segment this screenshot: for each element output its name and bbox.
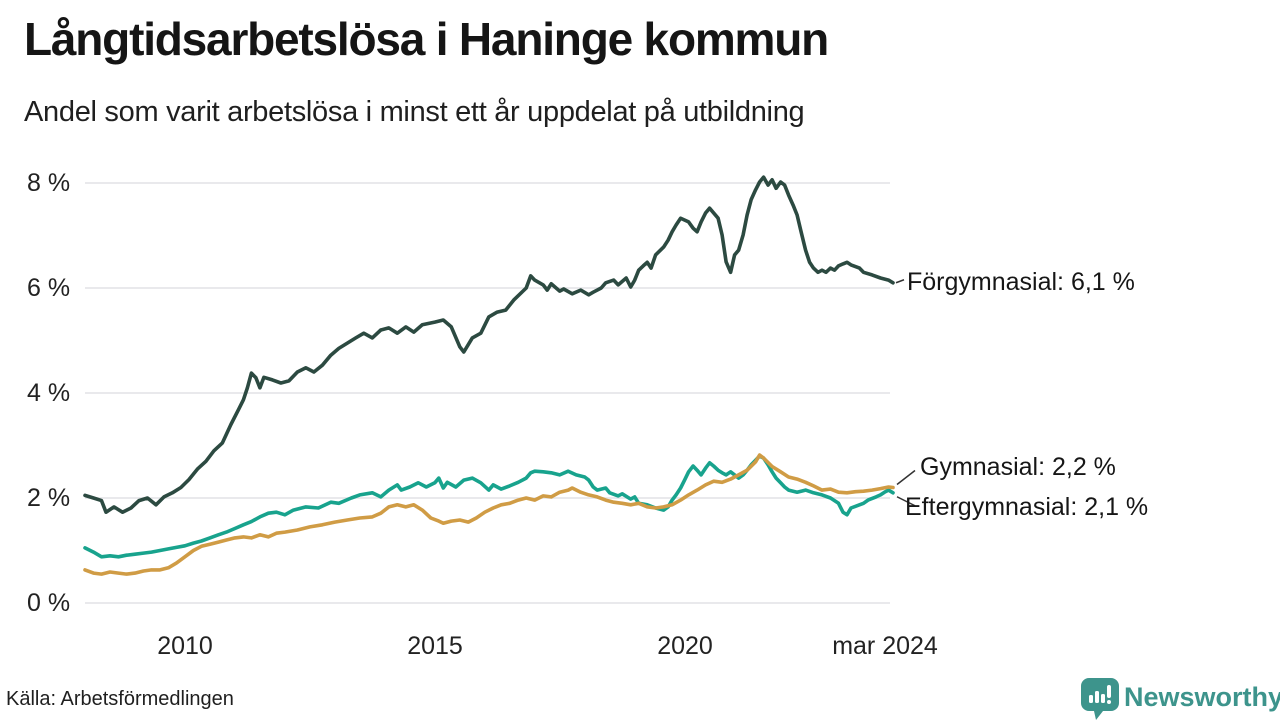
annotation-eftergymnasial: Eftergymnasial: 2,1 % bbox=[905, 493, 1149, 521]
logo-bubble-shape bbox=[1081, 678, 1119, 720]
page-subtitle: Andel som varit arbetslösa i minst ett å… bbox=[24, 96, 805, 128]
line-förgymnasial bbox=[83, 175, 895, 515]
annotation-forgymnasial: Förgymnasial: 6,1 % bbox=[907, 268, 1135, 296]
y-tick-6: 6 % bbox=[27, 274, 71, 302]
y-tick-2: 2 % bbox=[27, 484, 71, 512]
x-tick-mar-2024: mar 2024 bbox=[832, 632, 938, 660]
newsworthy-bar-chart-bubble-icon bbox=[1081, 678, 1119, 720]
annotation-leader-eftergymnasial bbox=[896, 496, 916, 507]
x-tick-2010: 2010 bbox=[157, 632, 213, 660]
y-tick-0: 0 % bbox=[27, 589, 71, 617]
x-tick-2020: 2020 bbox=[657, 632, 713, 660]
y-tick-8: 8 % bbox=[27, 169, 71, 197]
newsworthy-wordmark: Newsworthy bbox=[1124, 682, 1280, 712]
annotation-leader-gymnasial bbox=[896, 469, 916, 486]
annotation-leader-förgymnasial bbox=[895, 279, 905, 284]
annotation-gymnasial: Gymnasial: 2,2 % bbox=[920, 453, 1116, 481]
line-gymnasial bbox=[83, 453, 895, 576]
source-credit: Källa: Arbetsförmedlingen bbox=[6, 688, 234, 710]
y-tick-4: 4 % bbox=[27, 379, 71, 407]
line-eftergymnasial bbox=[83, 454, 895, 559]
x-tick-2015: 2015 bbox=[407, 632, 463, 660]
page-title: Långtidsarbetslösa i Haninge kommun bbox=[24, 13, 829, 65]
